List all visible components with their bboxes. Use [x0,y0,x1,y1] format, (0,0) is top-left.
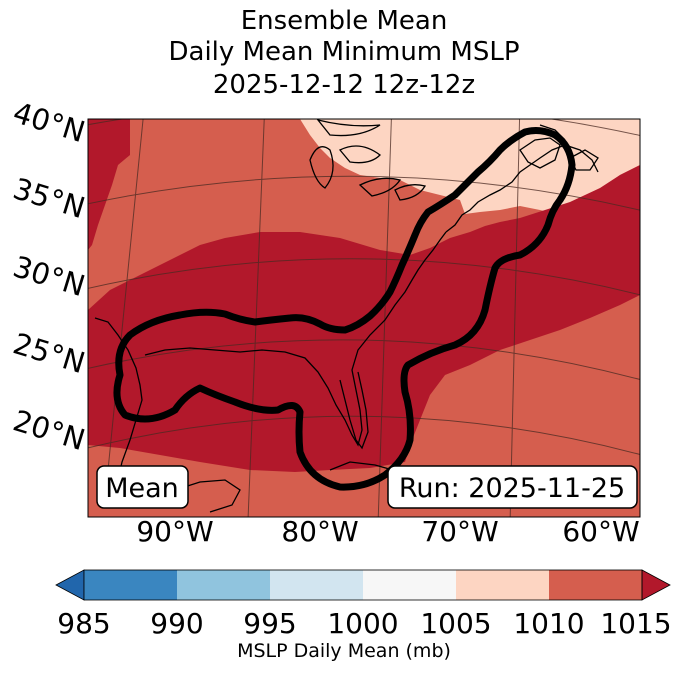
lon-label-60w: 60°W [562,515,639,548]
lat-label-40: 40°N [9,95,89,149]
colorbar-tick-995: 995 [243,607,296,640]
colorbar-segment-1000-1005 [363,570,456,600]
mean-badge: Mean [96,465,189,509]
graticule [88,119,640,517]
colorbar-tick-1000: 1000 [327,607,398,640]
pressure-field-above-1015-west [88,119,130,250]
lon-label-90w: 90°W [136,515,213,548]
lat-label-35: 35°N [9,171,89,225]
colorbar-tick-1005: 1005 [420,607,491,640]
colorbar-tick-990: 990 [150,607,203,640]
colorbar-segment-990-995 [177,570,270,600]
colorbar-tick-1010: 1010 [513,607,584,640]
lon-label-80w: 80°W [281,515,358,548]
lat-label-25: 25°N [9,326,89,380]
colorbar [55,569,671,601]
title-line-3: 2025-12-12 12z-12z [212,70,476,100]
title-line-2: Daily Mean Minimum MSLP [168,37,520,67]
ensemble-contour [113,127,576,491]
colorbar-tick-1015: 1015 [600,607,671,640]
colorbar-segment-985-990 [84,570,177,600]
colorbar-tick-985: 985 [57,607,110,640]
coastlines [94,119,599,513]
lat-label-20: 20°N [9,403,89,457]
colorbar-label: MSLP Daily Mean (mb) [237,640,451,662]
run-badge: Run: 2025-11-25 [387,465,638,509]
colorbar-segment-995-1000 [270,570,363,600]
colorbar-segment-1010-1015 [549,570,642,600]
run-badge-text: Run: 2025-11-25 [399,473,625,504]
colorbar-segment-1005-1010 [456,570,549,600]
map-area [88,119,640,517]
map-frame [87,118,641,518]
title-line-1: Ensemble Mean [240,6,448,36]
pressure-field-1005-1010 [300,119,640,215]
lon-label-70w: 70°W [421,515,498,548]
mean-badge-text: Mean [105,473,179,504]
lat-label-30: 30°N [9,249,89,303]
colorbar-extend-low [55,569,85,601]
colorbar-extend-high [641,569,671,601]
